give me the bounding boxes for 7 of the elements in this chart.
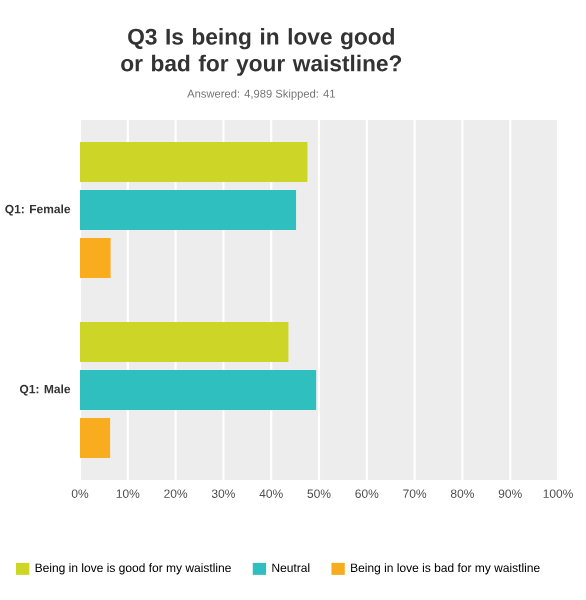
bar [80,142,308,183]
bar [80,190,297,231]
chart-title: Q3 Is being in love good or bad for your waistline? [121,28,402,76]
bar [80,238,111,279]
bar [80,322,289,363]
bar [80,370,317,411]
bar [80,418,111,459]
